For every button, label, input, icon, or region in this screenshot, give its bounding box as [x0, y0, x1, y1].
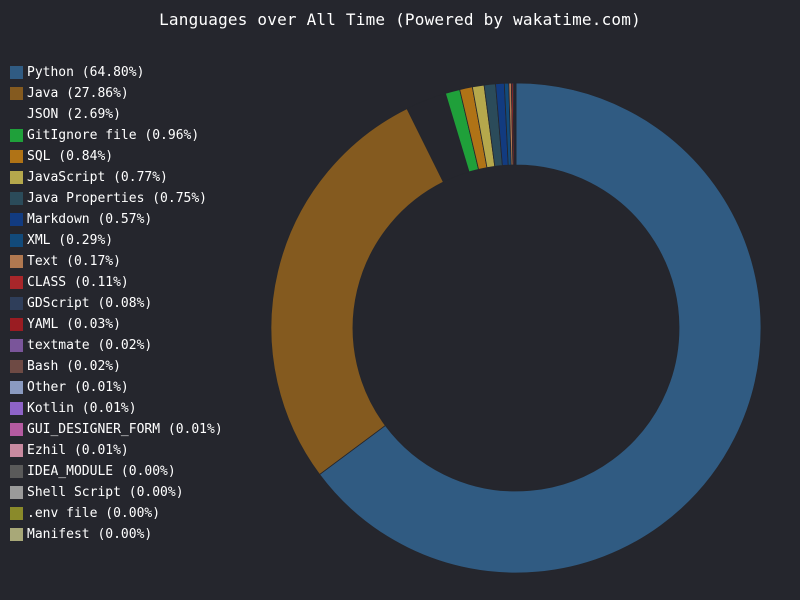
legend-swatch — [10, 507, 23, 520]
legend-swatch — [10, 444, 23, 457]
slice-python — [319, 82, 762, 574]
legend-label: .env file (0.00%) — [27, 506, 161, 521]
legend-label: Kotlin (0.01%) — [27, 401, 137, 416]
legend-label: Ezhil (0.01%) — [27, 443, 129, 458]
legend-label: XML (0.29%) — [27, 233, 114, 248]
legend-item-idea-module: IDEA_MODULE (0.00%) — [10, 461, 223, 482]
legend-swatch — [10, 381, 23, 394]
legend-label: GUI_DESIGNER_FORM (0.01%) — [27, 422, 223, 437]
legend-swatch — [10, 423, 23, 436]
legend-swatch — [10, 171, 23, 184]
legend-swatch — [10, 297, 23, 310]
legend-swatch — [10, 360, 23, 373]
legend-swatch — [10, 213, 23, 226]
legend-item-bash: Bash (0.02%) — [10, 356, 223, 377]
legend-item-java: Java (27.86%) — [10, 83, 223, 104]
legend-item-gui-designer-form: GUI_DESIGNER_FORM (0.01%) — [10, 419, 223, 440]
legend-swatch — [10, 108, 23, 121]
legend-item-env-file: .env file (0.00%) — [10, 503, 223, 524]
legend-item-text: Text (0.17%) — [10, 251, 223, 272]
legend-item-manifest: Manifest (0.00%) — [10, 524, 223, 545]
legend-item-gdscript: GDScript (0.08%) — [10, 293, 223, 314]
legend-swatch — [10, 192, 23, 205]
legend-label: Markdown (0.57%) — [27, 212, 153, 227]
legend-item-python: Python (64.80%) — [10, 62, 223, 83]
legend-label: JSON (2.69%) — [27, 107, 121, 122]
legend-swatch — [10, 66, 23, 79]
legend-item-shell-script: Shell Script (0.00%) — [10, 482, 223, 503]
legend-item-ezhil: Ezhil (0.01%) — [10, 440, 223, 461]
legend-swatch — [10, 339, 23, 352]
legend-swatch — [10, 318, 23, 331]
legend-item-other: Other (0.01%) — [10, 377, 223, 398]
legend-swatch — [10, 465, 23, 478]
legend-swatch — [10, 255, 23, 268]
legend-label: YAML (0.03%) — [27, 317, 121, 332]
legend-item-gitignore-file: GitIgnore file (0.96%) — [10, 125, 223, 146]
legend-item-textmate: textmate (0.02%) — [10, 335, 223, 356]
legend-item-sql: SQL (0.84%) — [10, 146, 223, 167]
legend-item-kotlin: Kotlin (0.01%) — [10, 398, 223, 419]
legend-swatch — [10, 276, 23, 289]
legend-label: SQL (0.84%) — [27, 149, 114, 164]
chart-title: Languages over All Time (Powered by waka… — [159, 10, 641, 29]
legend-label: textmate (0.02%) — [27, 338, 153, 353]
legend-label: GitIgnore file (0.96%) — [27, 128, 200, 143]
chart-legend: Python (64.80%) Java (27.86%) JSON (2.69%)… — [10, 62, 223, 545]
slice-java — [270, 108, 444, 476]
legend-label: CLASS (0.11%) — [27, 275, 129, 290]
legend-label: Shell Script (0.00%) — [27, 485, 184, 500]
legend-item-xml: XML (0.29%) — [10, 230, 223, 251]
legend-item-class: CLASS (0.11%) — [10, 272, 223, 293]
legend-label: Other (0.01%) — [27, 380, 129, 395]
legend-swatch — [10, 486, 23, 499]
legend-swatch — [10, 87, 23, 100]
legend-label: Text (0.17%) — [27, 254, 121, 269]
legend-swatch — [10, 528, 23, 541]
legend-item-javascript: JavaScript (0.77%) — [10, 167, 223, 188]
legend-swatch — [10, 150, 23, 163]
legend-label: Java Properties (0.75%) — [27, 191, 208, 206]
legend-label: JavaScript (0.77%) — [27, 170, 168, 185]
legend-item-markdown: Markdown (0.57%) — [10, 209, 223, 230]
legend-label: Bash (0.02%) — [27, 359, 121, 374]
legend-swatch — [10, 234, 23, 247]
legend-item-json: JSON (2.69%) — [10, 104, 223, 125]
legend-label: IDEA_MODULE (0.00%) — [27, 464, 176, 479]
legend-swatch — [10, 129, 23, 142]
legend-label: Python (64.80%) — [27, 65, 145, 80]
legend-label: Java (27.86%) — [27, 86, 129, 101]
legend-swatch — [10, 402, 23, 415]
legend-item-java-properties: Java Properties (0.75%) — [10, 188, 223, 209]
legend-label: Manifest (0.00%) — [27, 527, 153, 542]
legend-item-yaml: YAML (0.03%) — [10, 314, 223, 335]
legend-label: GDScript (0.08%) — [27, 296, 153, 311]
